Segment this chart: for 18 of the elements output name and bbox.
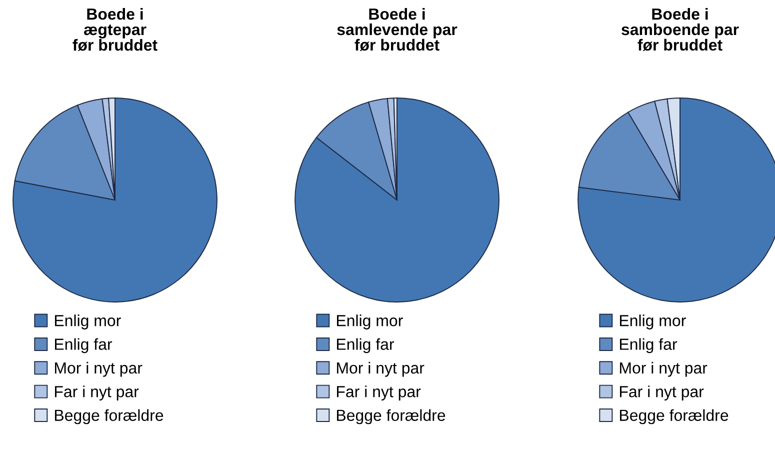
legend-label: Enlig mor	[620, 314, 686, 330]
chart-title: Boede i samboende par før bruddet	[622, 8, 739, 51]
legend-label: Enlig mor	[337, 314, 403, 330]
legend-label: Mor i nyt par	[337, 362, 424, 377]
legend-label: Mor i nyt par	[55, 362, 142, 377]
legend-label: Enlig mor	[55, 314, 121, 330]
legend-label: Begge forældre	[55, 409, 164, 424]
legend-label: Begge forældre	[337, 409, 446, 424]
legend-label: Enlig far	[337, 338, 394, 354]
chart-title: Boede i ægtepar før bruddet	[72, 8, 158, 52]
legend-label: Far i nyt par	[337, 386, 421, 400]
legend-label: Begge forældre	[620, 409, 728, 424]
legend-label: Mor i nyt par	[620, 362, 708, 377]
chart-title: Boede i samlevende par før bruddet	[337, 8, 458, 51]
legend-label: Enlig far	[55, 338, 112, 354]
legend-label: Far i nyt par	[620, 386, 704, 400]
legend-label: Enlig far	[620, 338, 678, 354]
legend-label: Far i nyt par	[55, 386, 139, 400]
